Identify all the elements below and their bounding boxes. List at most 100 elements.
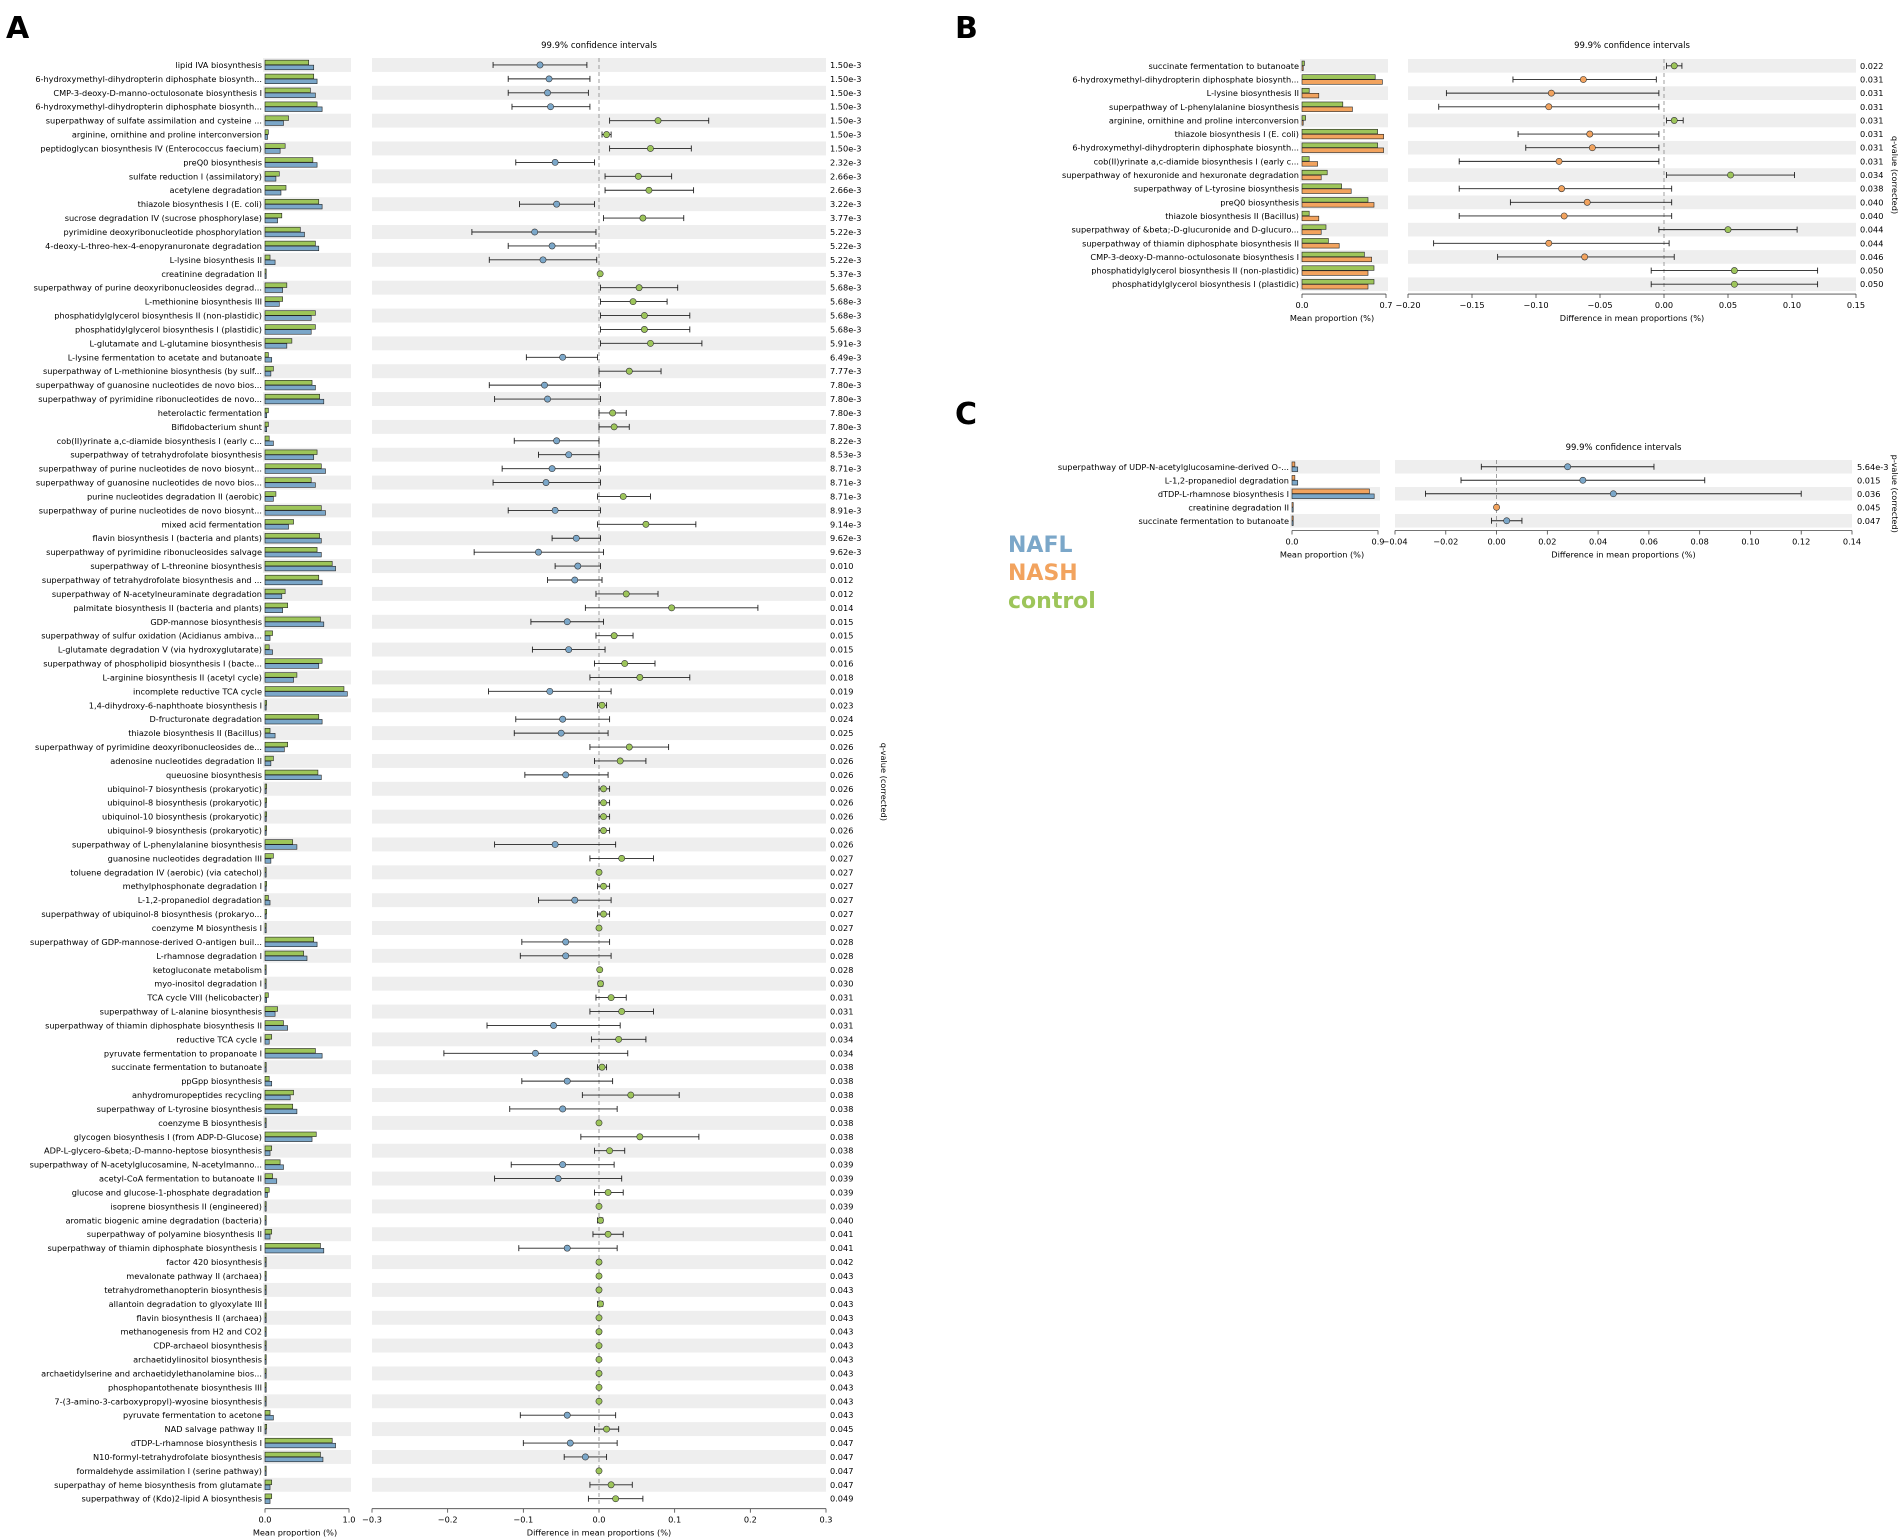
- mean-bar-a: [264, 134, 268, 140]
- row-label: 4-deoxy-L-threo-hex-4-enopyranuronate de…: [45, 241, 262, 251]
- mean-bar-a: [264, 1317, 267, 1323]
- q-value: 3.77e-3: [830, 213, 861, 223]
- row-label: superpathway of L-threonine biosynthesis: [90, 561, 262, 571]
- row-label: succinate fermentation to butanoate: [1138, 516, 1289, 526]
- row-label: thiazole biosynthesis I (E. coli): [138, 199, 262, 209]
- row-label: phosphatidylglycerol biosynthesis II (no…: [54, 311, 262, 321]
- q-value: 5.68e-3: [830, 324, 861, 334]
- diff-tick-label: −0.04: [1382, 537, 1407, 547]
- ci-title: 99.9% confidence intervals: [1574, 41, 1690, 51]
- diff-point: [559, 353, 567, 361]
- q-value: 0.031: [1860, 156, 1883, 166]
- row-band-mean: [263, 809, 351, 824]
- row-label: queuosine biosynthesis: [166, 770, 262, 780]
- mean-bar-b: [264, 811, 267, 817]
- mean-bar-a: [264, 1373, 267, 1379]
- q-value: 8.22e-3: [830, 436, 861, 446]
- q-value: 0.027: [830, 881, 853, 891]
- mean-bar-a: [264, 343, 288, 349]
- row-label: creatinine degradation II: [1188, 502, 1289, 512]
- diff-point: [607, 1481, 615, 1489]
- mean-bar-a: [1301, 93, 1320, 99]
- diff-point: [595, 1328, 603, 1336]
- row-band-diff: [372, 280, 826, 295]
- row-label: L-rhamnose degradation I: [156, 951, 262, 961]
- q-value: 5.64e-3: [1857, 462, 1888, 472]
- q-value: 0.043: [830, 1410, 853, 1420]
- mean-bar-a: [264, 162, 318, 168]
- row-label: methanogenesis from H2 and CO2: [121, 1327, 263, 1337]
- diff-point: [621, 660, 629, 667]
- row-label: purine nucleotides degradation II (aerob…: [87, 491, 262, 501]
- mean-bar-a: [264, 1456, 324, 1463]
- mean-bar-a: [264, 1150, 271, 1156]
- diff-tick-label: 0.04: [1589, 537, 1607, 547]
- diff-point: [595, 1314, 603, 1322]
- q-value: 1.50e-3: [830, 74, 861, 84]
- q-value: 0.034: [830, 1034, 853, 1044]
- q-value: 0.012: [830, 575, 853, 585]
- mean-bar-a: [264, 621, 325, 627]
- mean-bar-a: [1301, 202, 1375, 208]
- row-label: L-lysine biosynthesis II: [170, 255, 262, 265]
- q-value: 0.031: [830, 1007, 853, 1017]
- mean-bar-b: [264, 1396, 267, 1402]
- mean-bar-a: [264, 858, 272, 864]
- diff-point: [647, 145, 654, 152]
- diff-point: [1727, 171, 1734, 179]
- row-label: sucrose degradation IV (sucrose phosphor…: [65, 213, 262, 223]
- mean-bar-b: [264, 1340, 267, 1346]
- row-label: thiazole biosynthesis II (Bacillus): [128, 728, 262, 738]
- mean-bar-a: [264, 1206, 267, 1212]
- mean-bar-b: [264, 672, 298, 678]
- mean-bar-b: [264, 171, 280, 177]
- q-value: 0.024: [830, 714, 853, 724]
- diff-point: [581, 1453, 589, 1461]
- q-value: 0.026: [830, 798, 853, 808]
- row-label: CMP-3-deoxy-D-manno-octulosonate biosynt…: [1090, 252, 1299, 262]
- diff-point: [595, 924, 603, 932]
- q-value: 0.026: [830, 812, 853, 822]
- q-value: 0.043: [830, 1382, 853, 1392]
- diff-point: [539, 256, 547, 264]
- panel-label-a: A: [6, 11, 30, 46]
- row-band-mean: [1300, 86, 1388, 100]
- diff-point: [597, 1300, 604, 1308]
- mean-bar-b: [264, 143, 286, 149]
- mean-tick-label: 1.0: [342, 1515, 355, 1525]
- mean-bar-b: [264, 268, 267, 274]
- mean-bar-b: [264, 616, 321, 622]
- diff-point: [1503, 517, 1511, 525]
- q-value: 5.68e-3: [830, 297, 861, 307]
- row-label: flavin biosynthesis II (archaea): [137, 1313, 263, 1323]
- row-label: superpathway of UDP-N-acetylglucosamine-…: [1058, 462, 1289, 472]
- diff-point: [544, 89, 551, 97]
- diff-point: [554, 1175, 562, 1182]
- q-value: 0.039: [830, 1160, 853, 1170]
- mean-bar-b: [264, 936, 315, 943]
- diff-point: [595, 1286, 603, 1294]
- mean-bar-b: [1301, 224, 1327, 230]
- row-band-mean: [263, 754, 351, 768]
- mean-bar-b: [264, 1201, 267, 1207]
- mean-bar-b: [1291, 502, 1294, 508]
- row-label: tetrahydromethanopterin biosynthesis: [104, 1285, 262, 1295]
- diff-point: [547, 103, 554, 111]
- diff-tick-label: 0.06: [1640, 537, 1658, 547]
- row-label: sulfate reduction I (assimilatory): [129, 171, 262, 181]
- diff-point: [572, 534, 580, 542]
- row-label: pyruvate fermentation to propanoate I: [104, 1048, 262, 1058]
- q-value: 0.039: [830, 1174, 853, 1184]
- row-label: arginine, ornithine and proline intercon…: [1109, 115, 1299, 125]
- mean-bar-a: [264, 788, 267, 794]
- diff-point: [596, 966, 604, 974]
- q-value: 0.031: [1860, 88, 1883, 98]
- q-value: 0.043: [830, 1285, 853, 1295]
- row-label: cob(II)yrinate a,c-diamide biosynthesis …: [1094, 156, 1299, 166]
- mean-bar-a: [264, 691, 348, 697]
- diff-point: [610, 423, 618, 431]
- row-band-mean: [263, 1394, 351, 1409]
- mean-bar-a: [1301, 147, 1384, 153]
- mean-bar-a: [1301, 161, 1318, 167]
- mean-bar-b: [1291, 461, 1296, 467]
